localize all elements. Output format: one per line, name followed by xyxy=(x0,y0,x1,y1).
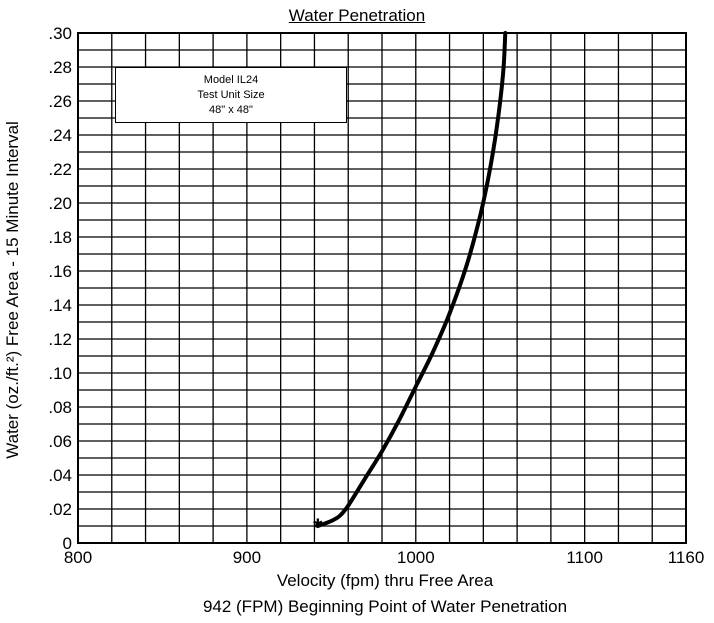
y-tick-label: .22 xyxy=(48,160,72,179)
y-tick-label: .26 xyxy=(48,92,72,111)
x-axis-ticks: 800 900 1000 1100 1160 xyxy=(64,548,704,567)
x-tick-label: 1000 xyxy=(397,548,435,567)
y-tick-label: .02 xyxy=(48,500,72,519)
y-tick-label: .20 xyxy=(48,194,72,213)
y-tick-label: .04 xyxy=(48,466,72,485)
y-tick-label: .16 xyxy=(48,262,72,281)
y-tick-label: .18 xyxy=(48,228,72,247)
y-tick-label: .14 xyxy=(48,296,72,315)
x-tick-label: 1160 xyxy=(668,548,705,567)
series-lines xyxy=(315,31,508,528)
chart-title: Water Penetration xyxy=(288,6,426,25)
y-tick-label: .08 xyxy=(48,398,72,417)
start-marker: * xyxy=(313,514,323,541)
y-tick-label: .12 xyxy=(48,330,72,349)
legend-line-model: Model IL24 xyxy=(203,74,259,86)
x-tick-label: 800 xyxy=(64,548,92,567)
y-tick-label: .10 xyxy=(48,364,72,383)
y-tick-label: .06 xyxy=(48,432,72,451)
y-tick-label: .30 xyxy=(48,24,72,43)
start-marker-symbol: * xyxy=(313,514,323,541)
y-axis-label: Water (oz./ft.²) Free Area - 15 Minute I… xyxy=(3,121,22,459)
chart-caption: 942 (FPM) Beginning Point of Water Penet… xyxy=(202,597,568,616)
series-line xyxy=(315,31,508,528)
legend-box: Model IL24 Test Unit Size 48" x 48" xyxy=(115,67,347,123)
grid xyxy=(77,32,687,544)
y-tick-label: 0 xyxy=(63,534,72,553)
x-tick-label: 1100 xyxy=(566,548,603,567)
plot-frame xyxy=(77,32,687,544)
y-axis-ticks: 0 .02 .04 .06 .08 .10 .12 .14 .16 .18 .20 .22 .24 .26… xyxy=(48,24,72,553)
legend-line-size: 48" x 48" xyxy=(209,104,253,116)
x-tick-label: 900 xyxy=(233,548,261,567)
y-tick-label: .28 xyxy=(48,58,72,77)
y-tick-label: .24 xyxy=(48,126,72,145)
x-axis-label: Velocity (fpm) thru Free Area xyxy=(276,571,494,590)
legend-line-test-unit: Test Unit Size xyxy=(197,89,265,101)
